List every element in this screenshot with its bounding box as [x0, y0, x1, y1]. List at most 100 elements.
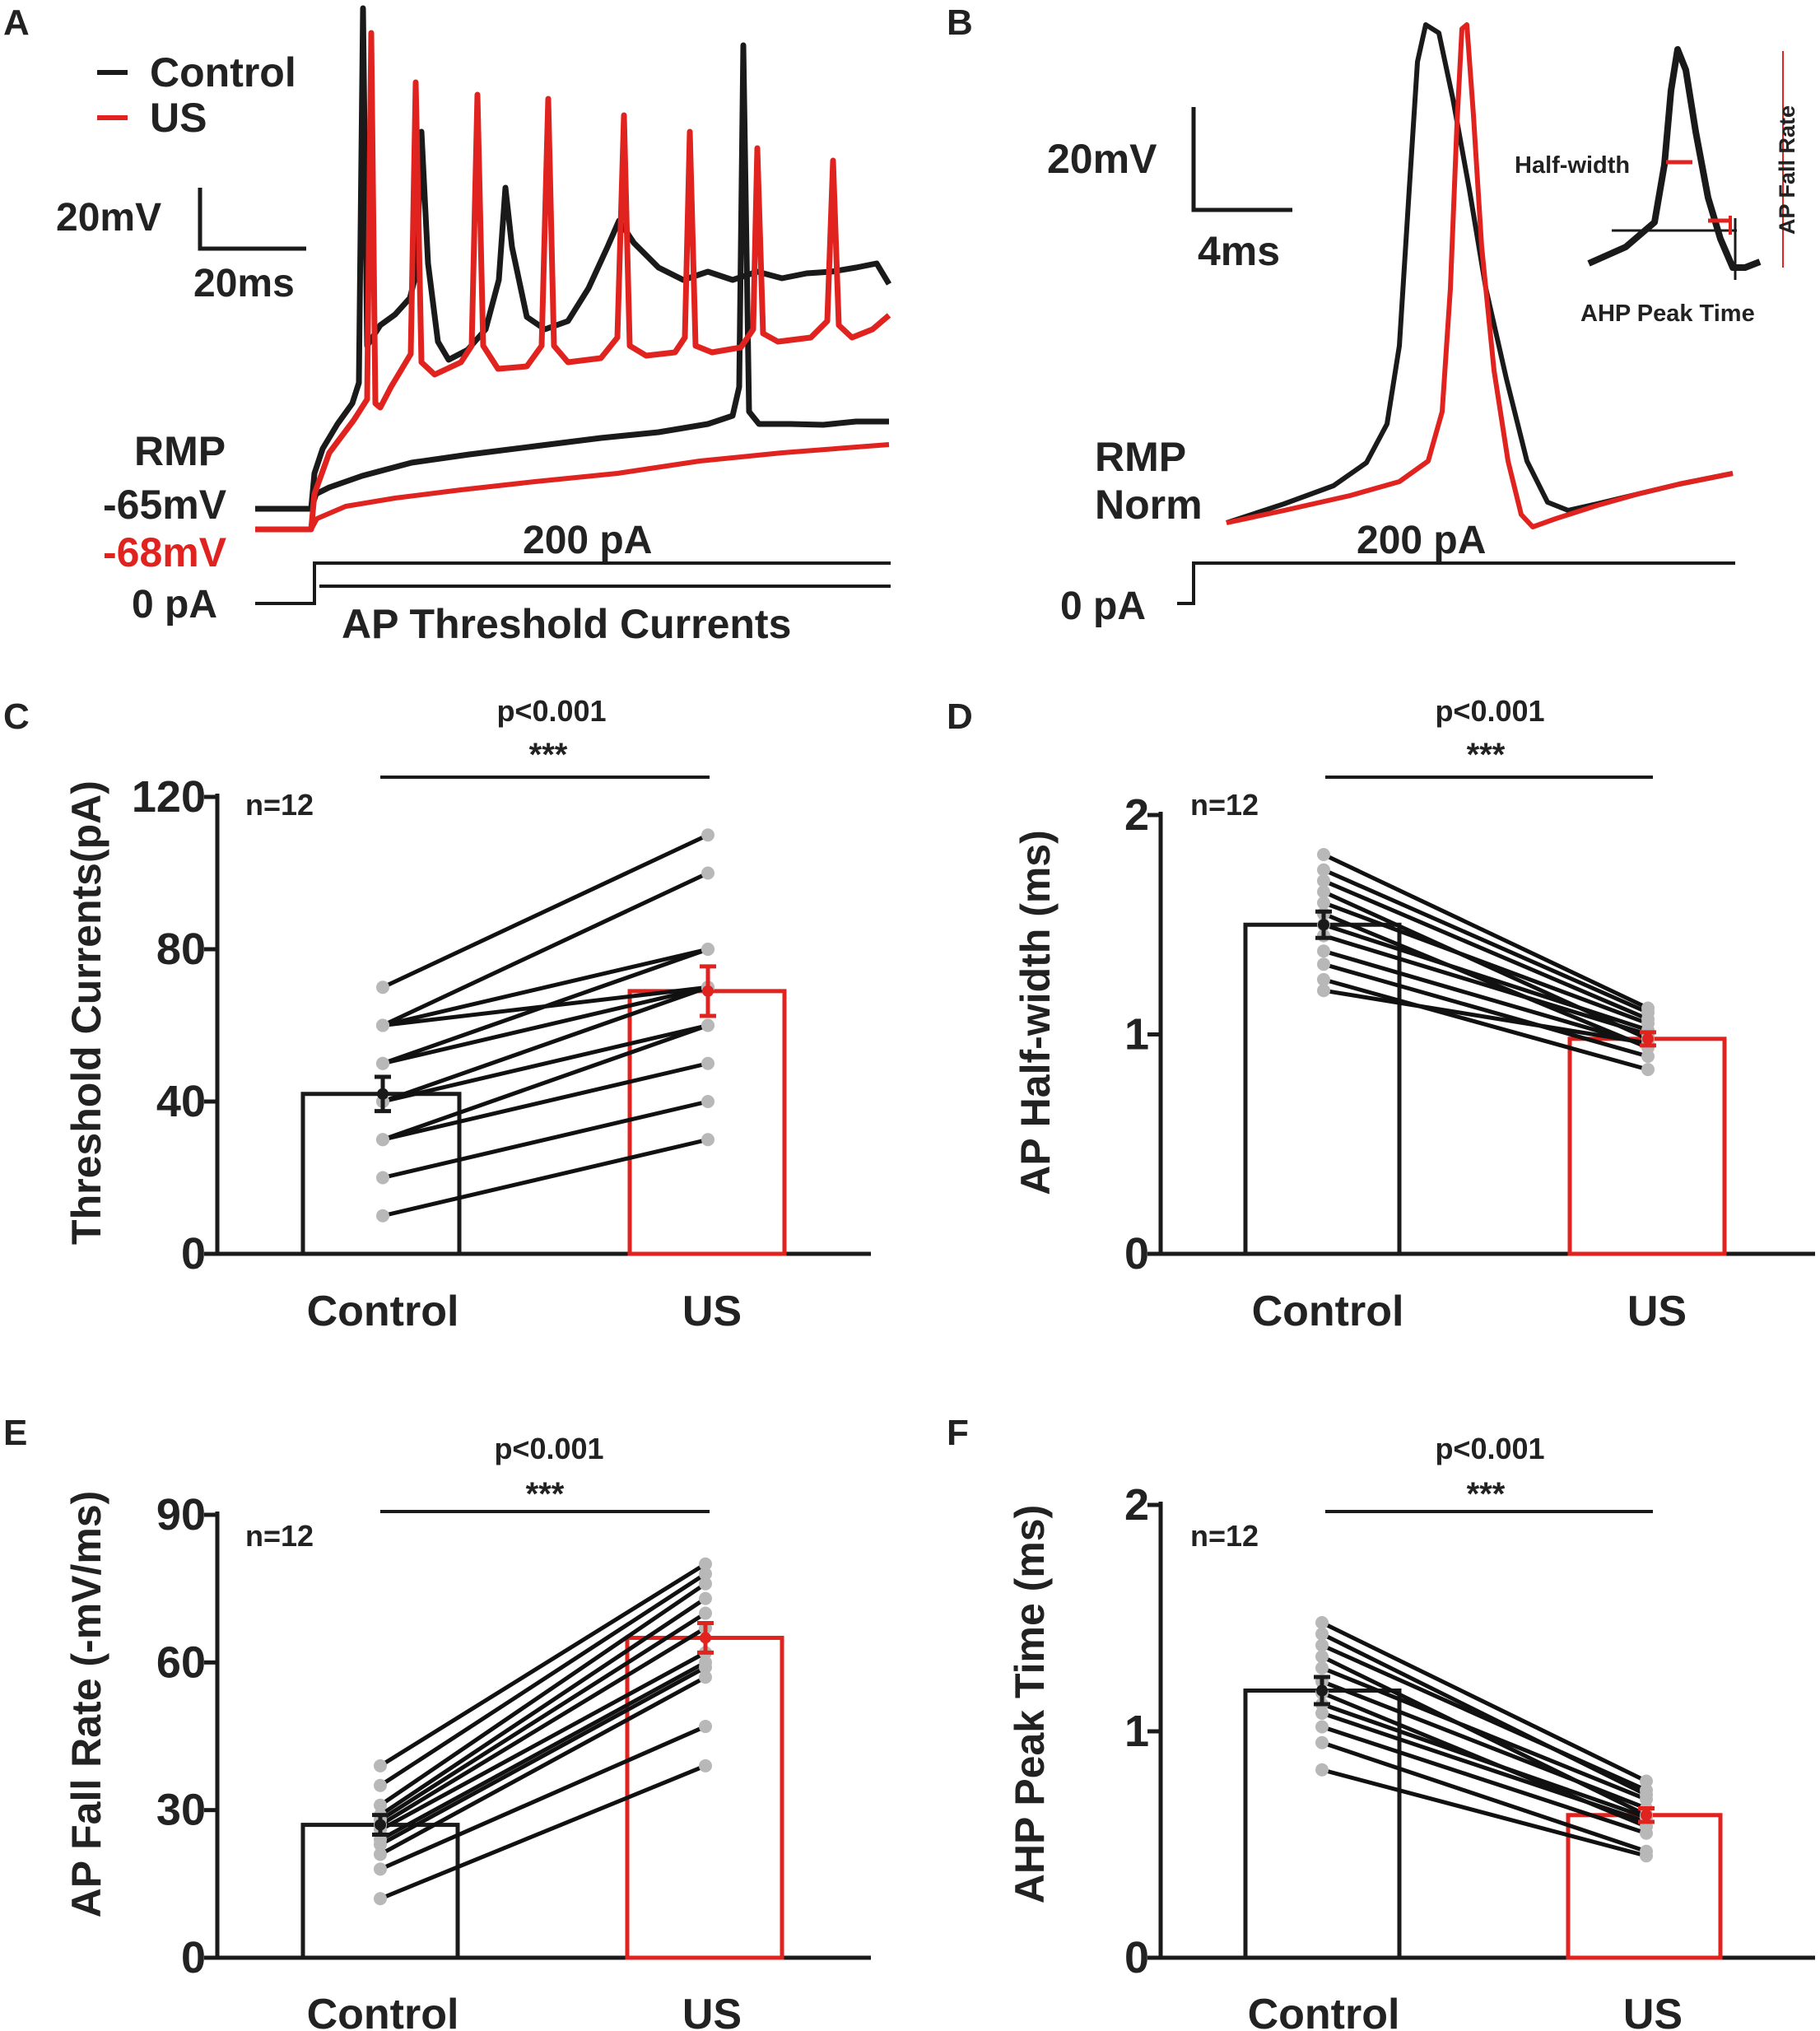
pair-line-d-8: [1322, 889, 1650, 1041]
pair-line-e-3: [379, 1665, 707, 1847]
point-control-f-8: [1315, 1650, 1329, 1664]
point-us-c-1: [701, 1095, 715, 1108]
point-control-d-7: [1317, 896, 1330, 910]
point-us-c-11: [701, 828, 715, 842]
bar-panel-d: AP Half-width (ms) n=12 p<0.001 *** Cont…: [1012, 694, 1687, 1335]
point-us-f-1: [1640, 1844, 1653, 1858]
panel-letter-c: C: [3, 696, 30, 737]
y-axis-label-e: AP Fall Rate (-mV/ms): [63, 1491, 109, 1918]
pair-line-e-7: [379, 1611, 707, 1822]
point-us-e-2: [699, 1670, 712, 1684]
pair-line-c-3: [382, 1023, 709, 1142]
pair-line-f-11: [1320, 1620, 1648, 1783]
panel-letter-d: D: [947, 696, 973, 737]
point-control-e-2: [374, 1847, 387, 1861]
rmp-us-value: -68mV: [103, 529, 227, 575]
point-control-e-0: [374, 1892, 387, 1906]
rmp-label-b: RMP: [1095, 434, 1186, 480]
point-us-e-7: [699, 1606, 712, 1620]
y-tick-label-d-1: 1: [1124, 1010, 1149, 1060]
point-us-c-10: [701, 866, 715, 880]
pair-line-e-5: [379, 1651, 707, 1832]
point-control-d-2: [1317, 957, 1330, 971]
inset-half-width-label: Half-width: [1515, 152, 1630, 179]
mean-marker-c-us: [702, 985, 714, 997]
x-label-control-c: Control: [307, 1288, 459, 1335]
n-label-d: n=12: [1190, 788, 1259, 822]
point-us-c-2: [701, 1056, 715, 1070]
mean-marker-e-control: [375, 1819, 386, 1831]
p-label-c: p<0.001: [496, 694, 606, 728]
y-axis-label-c: Threshold Currents(pA): [63, 780, 109, 1245]
point-control-d-8: [1317, 885, 1330, 899]
p-label-d: p<0.001: [1435, 694, 1544, 728]
y-tick-label-f-2: 2: [1124, 1480, 1149, 1530]
rmp-control-value: -65mV: [103, 482, 227, 528]
current-top-a: 200 pA: [523, 519, 652, 562]
mean-marker-d-control: [1318, 919, 1329, 931]
pair-line-e-0: [379, 1763, 706, 1901]
pair-line-f-5: [1321, 1690, 1647, 1828]
point-us-e-9: [699, 1577, 712, 1591]
point-us-f-10: [1640, 1788, 1653, 1801]
point-control-f-7: [1315, 1661, 1329, 1675]
stars-c: ***: [529, 737, 568, 773]
scale-bar-b: [1191, 107, 1292, 212]
point-control-e-9: [374, 1798, 387, 1812]
panel-a: Control US 20mV 20ms RMP -65mV -68mV 200…: [56, 5, 892, 647]
pair-line-d-9: [1323, 878, 1649, 1022]
pair-line-f-1: [1321, 1740, 1647, 1854]
point-us-e-11: [699, 1557, 712, 1571]
point-control-f-0: [1315, 1763, 1329, 1777]
point-us-c-0: [701, 1133, 715, 1147]
point-control-d-0: [1317, 984, 1330, 998]
bar-panel-c: Threshold Currents(pA) n=12 p<0.001 *** …: [63, 694, 742, 1335]
bar-e-us: [625, 1635, 784, 1960]
pair-line-f-0: [1321, 1768, 1647, 1858]
pair-line-d-6: [1323, 911, 1649, 1050]
point-control-c-0: [376, 1209, 389, 1223]
point-control-f-2: [1315, 1720, 1329, 1734]
n-label-f: n=12: [1190, 1519, 1259, 1553]
n-label-c: n=12: [245, 788, 314, 822]
pair-line-c-4: [382, 985, 709, 1104]
point-us-e-1: [699, 1720, 712, 1734]
panel-b: 20mV 4ms RMP Norm 200 pA 0 pA Half-width…: [1047, 22, 1799, 628]
stars-f: ***: [1467, 1476, 1506, 1512]
scale-bar-a-time: 20ms: [193, 262, 295, 305]
pair-line-e-1: [379, 1724, 707, 1871]
panel-letter-f: F: [947, 1413, 969, 1453]
pair-line-c-5: [382, 1023, 709, 1104]
point-control-e-10: [374, 1778, 387, 1792]
y-axis-label-d: AP Half-width (ms): [1012, 830, 1059, 1195]
point-us-c-9: [701, 943, 715, 956]
point-control-f-10: [1315, 1627, 1329, 1641]
x-label-control-f: Control: [1248, 1991, 1400, 2031]
trace-control-high: [255, 5, 892, 512]
y-tick-label-c-3: 120: [132, 772, 206, 822]
inset-trace: [1587, 46, 1762, 271]
scale-bar-b-time: 4ms: [1198, 228, 1280, 274]
point-control-f-9: [1315, 1638, 1329, 1652]
pair-line-d-1: [1323, 977, 1649, 1072]
y-tick-label-f-0: 0: [1124, 1933, 1149, 1982]
pair-line-e-10: [379, 1572, 707, 1787]
y-tick-label-e-2: 60: [156, 1637, 206, 1687]
x-label-control-e: Control: [307, 1991, 459, 2031]
current-top-b: 200 pA: [1357, 519, 1486, 562]
point-us-c-5: [701, 1018, 715, 1032]
pair-line-c-1: [382, 1099, 709, 1180]
mean-marker-e-us: [700, 1632, 711, 1644]
mean-marker-c-control: [377, 1088, 389, 1100]
point-us-f-11: [1640, 1774, 1653, 1788]
norm-label-b: Norm: [1095, 482, 1203, 528]
point-us-e-10: [699, 1567, 712, 1581]
pair-line-e-11: [379, 1562, 707, 1768]
pair-line-f-8: [1320, 1655, 1648, 1817]
pair-line-c-8: [382, 985, 709, 1027]
panel-letter-a: A: [3, 2, 30, 43]
stars-d: ***: [1467, 737, 1506, 773]
pair-line-e-9: [379, 1581, 707, 1807]
mean-marker-d-us: [1642, 1032, 1654, 1045]
y-axis-label-f: AHP Peak Time (ms): [1007, 1505, 1053, 1903]
